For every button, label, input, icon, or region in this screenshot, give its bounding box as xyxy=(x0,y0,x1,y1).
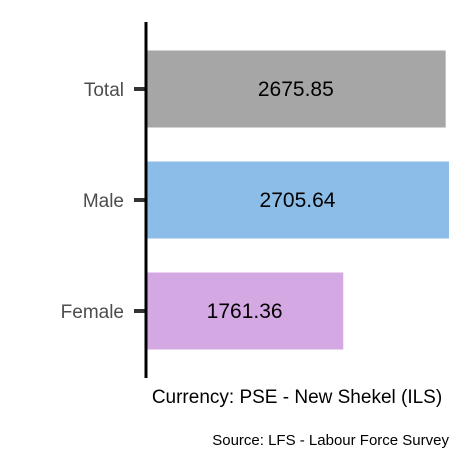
y-axis-ticks: Total Male Female xyxy=(61,80,146,323)
y-tick-label-total: Total xyxy=(84,80,124,101)
y-tick-label-female: Female xyxy=(61,302,124,323)
bars xyxy=(146,50,449,350)
data-label-total: 2675.85 xyxy=(258,78,334,101)
data-label-female: 1761.36 xyxy=(207,300,283,323)
y-tick-label-male: Male xyxy=(83,191,124,212)
x-axis-title: Currency: PSE - New Shekel (ILS) xyxy=(152,387,442,408)
data-labels: 2675.85 2705.64 1761.36 xyxy=(207,78,336,323)
bar-female xyxy=(146,272,344,350)
bar-total xyxy=(146,50,446,128)
source-caption: Source: LFS - Labour Force Survey xyxy=(212,432,449,449)
data-label-male: 2705.64 xyxy=(260,189,336,212)
bar-male xyxy=(146,161,449,239)
